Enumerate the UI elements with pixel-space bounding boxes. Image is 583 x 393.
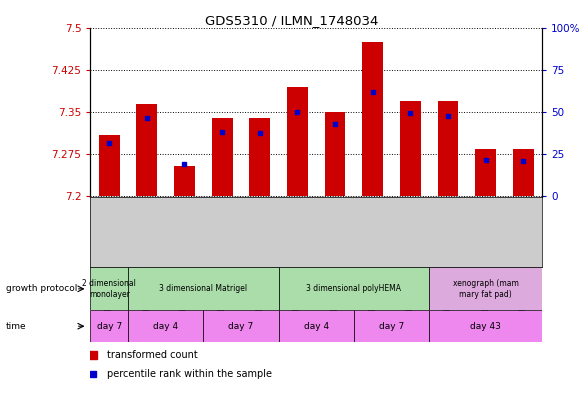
Text: day 7: day 7: [229, 322, 254, 331]
Text: 2 dimensional
monolayer: 2 dimensional monolayer: [82, 279, 136, 299]
Text: day 7: day 7: [379, 322, 404, 331]
Bar: [400, 101, 421, 196]
Text: GDS5310 / ILMN_1748034: GDS5310 / ILMN_1748034: [205, 14, 378, 27]
Bar: [203, 310, 279, 342]
Bar: [287, 86, 308, 196]
Text: day 4: day 4: [304, 322, 329, 331]
Bar: [325, 112, 346, 196]
Bar: [128, 310, 203, 342]
Bar: [438, 101, 458, 196]
Bar: [90, 310, 128, 342]
Text: percentile rank within the sample: percentile rank within the sample: [107, 369, 272, 379]
Bar: [429, 267, 542, 310]
Bar: [279, 267, 429, 310]
Bar: [90, 267, 128, 310]
Text: 3 dimensional polyHEMA: 3 dimensional polyHEMA: [307, 285, 402, 293]
Text: xenograph (mam
mary fat pad): xenograph (mam mary fat pad): [453, 279, 519, 299]
Bar: [354, 310, 429, 342]
Bar: [136, 103, 157, 196]
Bar: [363, 42, 383, 196]
Text: growth protocol: growth protocol: [6, 285, 77, 293]
Bar: [475, 149, 496, 196]
Text: time: time: [6, 322, 26, 331]
Bar: [279, 310, 354, 342]
Text: day 4: day 4: [153, 322, 178, 331]
Bar: [513, 149, 533, 196]
Bar: [429, 310, 542, 342]
Text: day 7: day 7: [97, 322, 122, 331]
Text: day 43: day 43: [470, 322, 501, 331]
Bar: [174, 165, 195, 196]
Bar: [250, 118, 270, 196]
Bar: [99, 134, 120, 196]
Bar: [128, 267, 279, 310]
Text: transformed count: transformed count: [107, 350, 198, 360]
Text: 3 dimensional Matrigel: 3 dimensional Matrigel: [159, 285, 247, 293]
Bar: [212, 118, 233, 196]
